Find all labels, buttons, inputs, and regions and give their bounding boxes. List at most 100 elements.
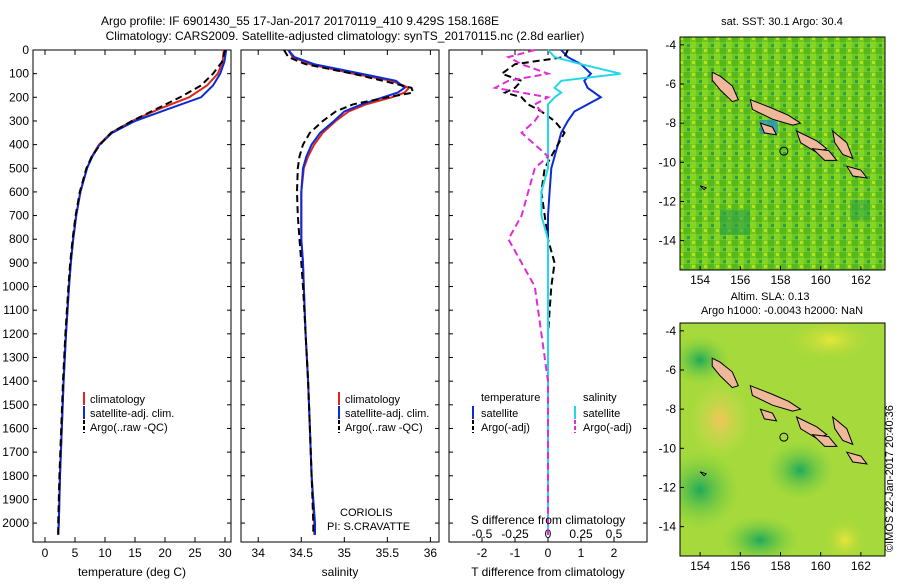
salinity-legend: climatology satellite-adj. clim. Argo(..… <box>338 392 429 434</box>
legend-label-satellite: satellite-adj. clim. <box>90 408 174 420</box>
sst-map-frame <box>679 36 886 271</box>
argo-location-marker <box>779 146 789 156</box>
x-tick-label: 35 <box>338 546 352 560</box>
sla-blob <box>680 335 730 385</box>
y-tick-label: 600 <box>9 185 29 199</box>
map-y-tick-label: -4 <box>665 38 676 52</box>
sla-blob <box>780 323 880 365</box>
y-tick-label: 1100 <box>3 303 29 317</box>
s-tick-label: 0.5 <box>606 527 623 541</box>
y-tick-label: 1700 <box>2 445 29 459</box>
y-tick-label: 800 <box>9 232 29 246</box>
y-tick-label: 700 <box>9 209 29 223</box>
sla-map <box>680 323 885 556</box>
temperature-xlabel: temperature (deg C) <box>78 565 186 579</box>
legend-label-s-satellite: satellite <box>583 408 620 420</box>
x-tick-label: 0 <box>545 546 552 560</box>
map-y-tick-label: -14 <box>659 520 677 534</box>
sst-patch <box>850 200 870 220</box>
legend-label-t-argo: Argo(-adj) <box>481 422 530 434</box>
map-x-tick-label: 162 <box>851 273 871 287</box>
pi-annotation: PI: S.CRAVATTE <box>327 521 410 533</box>
island <box>711 357 739 389</box>
map-y-tick-label: -12 <box>659 194 677 208</box>
x-tick-label: 34.5 <box>290 546 314 560</box>
map-y-tick-label: -10 <box>659 441 677 455</box>
lines-layer <box>57 49 621 535</box>
series-line-salinity-argo-adj- <box>492 49 552 535</box>
island <box>749 98 802 126</box>
sla-blob <box>680 450 740 530</box>
x-tick-label: 15 <box>128 546 142 560</box>
x-tick-label: -1 <box>510 546 521 560</box>
map-x-tick-label: 156 <box>730 559 750 573</box>
sst-map-ticks: 154 156 158 160 162 -4 -6 -8 -10 -12 -14 <box>659 38 872 287</box>
sla-blob <box>765 440 835 500</box>
y-tick-label: 500 <box>9 161 29 175</box>
legend-header-salinity: salinity <box>583 392 617 404</box>
island <box>759 408 778 422</box>
series-line-argo-raw-qc- <box>283 49 415 535</box>
title-line-1: Argo profile: IF 6901430_55 17-Jan-2017 … <box>101 14 499 28</box>
map-y-tick-label: -6 <box>665 363 676 377</box>
sst-map-title: sat. SST: 30.1 Argo: 30.4 <box>721 16 843 28</box>
y-tick-label: 300 <box>9 114 29 128</box>
series-line-salinity-satellite <box>540 49 621 535</box>
map-x-tick-label: 160 <box>811 559 831 573</box>
sla-map-ticks: 154 156 158 160 162 -4 -6 -8 -10 -12 -14 <box>659 324 872 573</box>
legend-label-argo: Argo(..raw -QC) <box>90 422 168 434</box>
x-tick-label: 34 <box>252 546 266 560</box>
sla-blob <box>820 515 870 556</box>
x-tick-label: 5 <box>72 546 79 560</box>
sla-map-title-2: Argo h1000: -0.0043 h2000: NaN <box>701 305 863 317</box>
x-tick-label: 20 <box>158 546 172 560</box>
map-x-tick-label: 156 <box>730 273 750 287</box>
y-tick-label: 900 <box>9 256 29 270</box>
x-tick-label: 35.5 <box>376 546 400 560</box>
map-y-tick-label: -14 <box>659 234 677 248</box>
map-y-tick-label: -4 <box>665 324 676 338</box>
coriolis-annotation: CORIOLIS <box>340 507 393 519</box>
map-x-tick-label: 160 <box>811 273 831 287</box>
land-masses <box>699 357 869 477</box>
sla-map-title-1: Altim. SLA: 0.13 <box>731 291 810 303</box>
difference-xlabel: T difference from climatology <box>471 565 625 579</box>
legend-label-climatology: climatology <box>90 394 146 406</box>
map-y-tick-label: -8 <box>665 402 676 416</box>
sst-patch <box>720 210 750 235</box>
series-line-temperature-argo-adj- <box>499 49 569 535</box>
sla-blob <box>690 382 750 458</box>
s-tick-label: 0.25 <box>569 527 593 541</box>
y-tick-label: 1300 <box>2 351 29 365</box>
map-y-tick-label: -10 <box>659 155 677 169</box>
series-line-argo-raw-qc- <box>57 49 226 535</box>
y-tick-label: 2000 <box>2 516 29 530</box>
land-masses <box>699 71 869 191</box>
y-tick-label: 1600 <box>2 421 29 435</box>
y-tick-label: 400 <box>9 138 29 152</box>
sst-field <box>680 37 885 270</box>
x-tick-label: -2 <box>477 546 488 560</box>
map-x-tick-label: 158 <box>770 273 790 287</box>
s-tick-label: -0.25 <box>501 527 529 541</box>
y-tick-label: 100 <box>9 67 29 81</box>
y-tick-label: 200 <box>9 90 29 104</box>
island <box>711 71 739 103</box>
legend-label-satellite: satellite-adj. clim. <box>345 408 429 420</box>
y-tick-label: 0 <box>22 43 29 57</box>
legend-label-t-satellite: satellite <box>481 408 518 420</box>
y-tick-label: 1500 <box>2 398 29 412</box>
temperature-panel <box>32 49 232 543</box>
legend-header-temperature: temperature <box>481 392 540 404</box>
sst-map <box>680 37 885 270</box>
credit-text: ©IMOS 22-Jan-2017 20:40:36 <box>884 405 896 552</box>
map-x-tick-label: 154 <box>690 273 710 287</box>
island <box>831 129 854 160</box>
island <box>845 451 869 465</box>
y-tick-label: 1000 <box>2 280 29 294</box>
legend-label-argo: Argo(..raw -QC) <box>345 422 423 434</box>
x-tick-label: 25 <box>188 546 202 560</box>
island <box>811 433 838 447</box>
title-line-2: Climatology: CARS2009. Satellite-adjuste… <box>106 29 585 43</box>
argo-location-marker <box>779 432 789 442</box>
